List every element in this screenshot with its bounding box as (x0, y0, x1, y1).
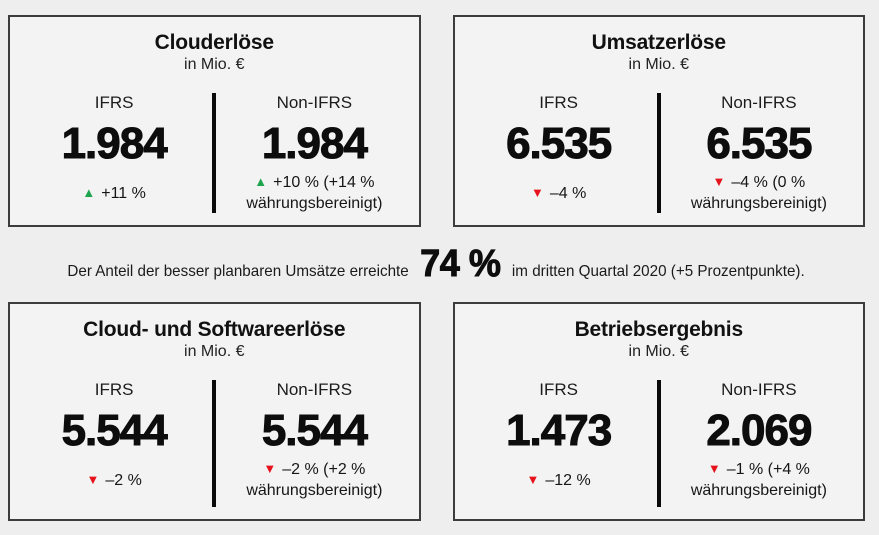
non-ifrs-column: Non-IFRS 6.535 ▼ –4 % (0 % währungsberein… (661, 93, 857, 217)
triangle-down-icon: ▼ (530, 184, 544, 200)
column-divider (212, 93, 217, 213)
ifrs-label: IFRS (94, 93, 134, 112)
column-divider (656, 93, 661, 213)
triangle-down-icon: ▼ (712, 174, 726, 189)
ifrs-change: ▲ +11 % (16, 169, 212, 217)
change-text: –4 % (0 % währungsbereinigt) (690, 174, 827, 212)
change-text: –2 % (+2 % währungsbereinigt) (246, 461, 383, 499)
panel-total-revenue: Umsatzerlöse in Mio. € IFRS 6.535 ▼ –4 % … (452, 15, 865, 227)
ifrs-nonifrs-columns: IFRS 5.544 ▼ –2 % Non-IFRS 5.544 ▼ –2 % (+… (16, 380, 413, 511)
change-text: –1 % (+4 % währungsbereinigt) (690, 461, 827, 499)
panel-cloud-revenue: Clouderlöse in Mio. € IFRS 1.984 ▲ +11 % … (8, 15, 421, 227)
non-ifrs-column: Non-IFRS 1.984 ▲ +10 % (+14 % währungsber… (216, 93, 412, 217)
change-text: –4 % (549, 184, 587, 202)
change-text: +10 % (+14 % währungsbereinigt) (246, 174, 383, 212)
non-ifrs-change: ▼ –2 % (+2 % währungsbereinigt) (216, 456, 412, 504)
ifrs-column: IFRS 6.535 ▼ –4 % (461, 93, 657, 217)
non-ifrs-label: Non-IFRS (276, 380, 353, 399)
panel-subtitle: in Mio. € (628, 56, 689, 73)
ifrs-change: ▼ –4 % (461, 169, 657, 217)
triangle-up-icon: ▲ (254, 174, 268, 189)
panel-operating-profit: Betriebsergebnis in Mio. € IFRS 1.473 ▼ –… (452, 302, 865, 521)
non-ifrs-change: ▼ –1 % (+4 % währungsbereinigt) (661, 456, 857, 504)
ifrs-column: IFRS 1.984 ▲ +11 % (16, 93, 212, 217)
ifrs-nonifrs-columns: IFRS 1.984 ▲ +11 % Non-IFRS 1.984 ▲ +10 % … (16, 93, 413, 217)
non-ifrs-value: 6.535 (706, 119, 813, 168)
panel-subtitle: in Mio. € (184, 56, 245, 73)
statement-row: Der Anteil der besser planbaren Umsätze … (8, 226, 865, 302)
triangle-up-icon: ▲ (82, 184, 96, 200)
ifrs-change: ▼ –2 % (16, 456, 212, 504)
panel-subtitle: in Mio. € (184, 343, 245, 360)
column-divider (656, 380, 661, 507)
non-ifrs-column: Non-IFRS 5.544 ▼ –2 % (+2 % währungsberei… (216, 380, 412, 511)
non-ifrs-value: 5.544 (261, 406, 368, 455)
panel-title: Umsatzerlöse (591, 31, 726, 54)
non-ifrs-label: Non-IFRS (276, 93, 353, 112)
bottom-panel-row: Cloud- und Softwareerlöse in Mio. € IFRS… (8, 302, 865, 521)
ifrs-value: 1.984 (61, 119, 168, 168)
panel-title: Betriebsergebnis (574, 318, 744, 341)
statement-prefix: Der Anteil der besser planbaren Umsätze … (67, 262, 410, 280)
panel-title: Cloud- und Softwareerlöse (83, 318, 346, 341)
change-text: –2 % (105, 471, 142, 489)
triangle-down-icon: ▼ (263, 461, 277, 476)
ifrs-label: IFRS (539, 380, 578, 399)
ifrs-value: 6.535 (506, 119, 613, 168)
panel-cloud-software-revenue: Cloud- und Softwareerlöse in Mio. € IFRS… (8, 302, 421, 521)
non-ifrs-label: Non-IFRS (721, 93, 797, 112)
non-ifrs-change: ▲ +10 % (+14 % währungsbereinigt) (216, 169, 412, 217)
ifrs-label: IFRS (539, 93, 578, 112)
ifrs-column: IFRS 5.544 ▼ –2 % (16, 380, 212, 511)
top-panel-row: Clouderlöse in Mio. € IFRS 1.984 ▲ +11 % … (8, 15, 865, 227)
ifrs-column: IFRS 1.473 ▼ –12 % (461, 380, 657, 511)
triangle-down-icon: ▼ (526, 471, 540, 487)
panel-subtitle: in Mio. € (628, 343, 689, 360)
non-ifrs-column: Non-IFRS 2.069 ▼ –1 % (+4 % währungsberei… (661, 380, 857, 511)
non-ifrs-value: 2.069 (706, 406, 813, 455)
non-ifrs-value: 1.984 (261, 119, 368, 168)
ifrs-nonifrs-columns: IFRS 6.535 ▼ –4 % Non-IFRS 6.535 ▼ –4 % (0… (461, 93, 858, 217)
triangle-down-icon: ▼ (707, 461, 721, 476)
share-statement: Der Anteil der besser planbaren Umsätze … (67, 242, 806, 286)
non-ifrs-change: ▼ –4 % (0 % währungsbereinigt) (661, 169, 857, 217)
non-ifrs-label: Non-IFRS (721, 380, 797, 399)
statement-suffix: im dritten Quartal 2020 (+5 Prozentpunkt… (512, 262, 806, 280)
statement-highlight-value: 74 % (420, 242, 502, 285)
ifrs-value: 1.473 (506, 406, 613, 455)
change-text: +11 % (101, 184, 146, 202)
ifrs-label: IFRS (94, 380, 134, 399)
column-divider (212, 380, 217, 507)
change-text: –12 % (545, 471, 591, 489)
ifrs-change: ▼ –12 % (461, 456, 657, 504)
panel-title: Clouderlöse (154, 31, 274, 54)
ifrs-value: 5.544 (61, 406, 168, 455)
triangle-down-icon: ▼ (86, 471, 100, 487)
ifrs-nonifrs-columns: IFRS 1.473 ▼ –12 % Non-IFRS 2.069 ▼ –1 % (… (461, 380, 858, 511)
